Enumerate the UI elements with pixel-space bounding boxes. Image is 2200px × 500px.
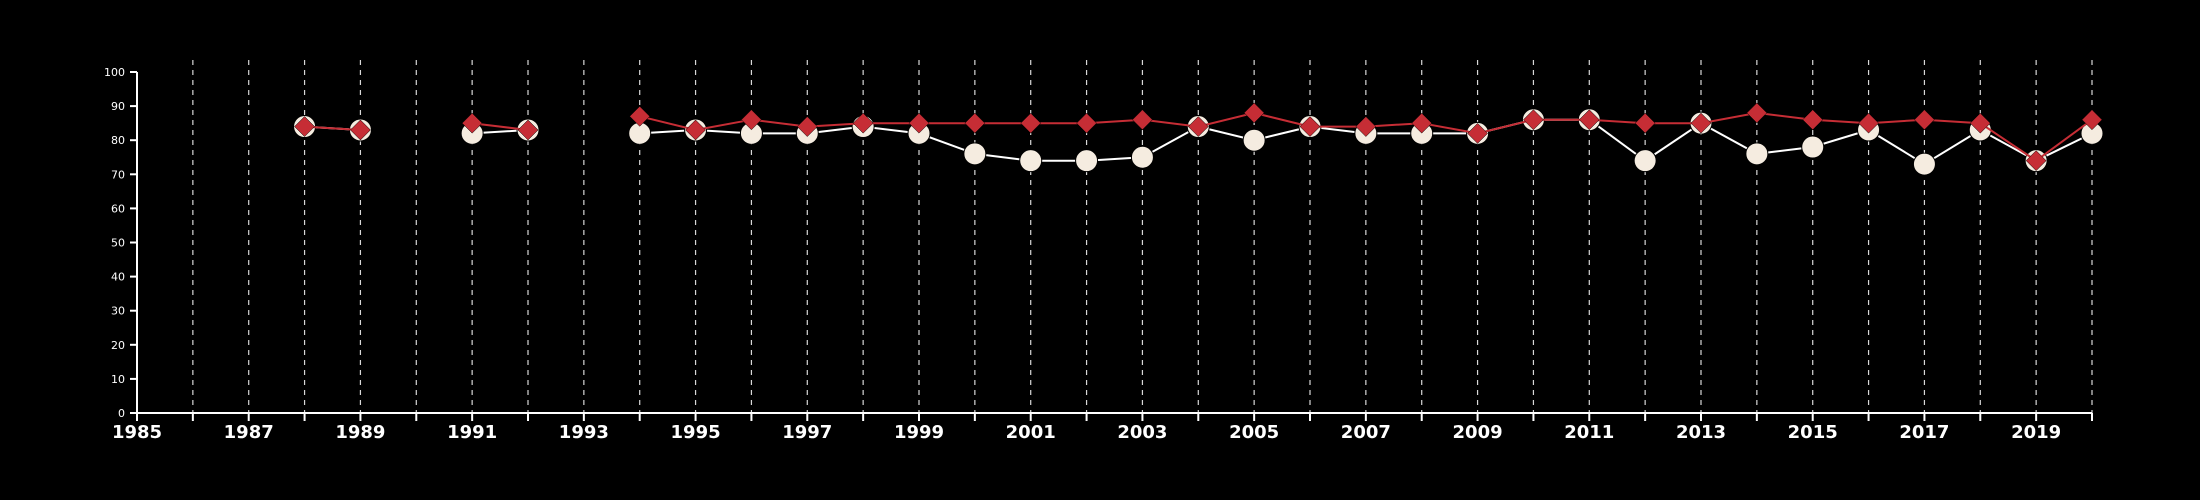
x-tick-label-2001: 2001 [1006,422,1056,443]
y-tick-label-0: 0 [118,407,125,420]
x-tick-label-2019: 2019 [2011,422,2061,443]
series-2-point-2003 [1132,109,1153,131]
series-2-point-2017 [1914,109,1935,131]
x-tick-label-2017: 2017 [1899,422,1949,443]
series-2-point-2012 [1634,112,1656,134]
x-tick-label-2013: 2013 [1676,422,1726,443]
y-tick-label-10: 10 [111,373,125,386]
y-tick-label-50: 50 [111,237,125,250]
series-2-point-1988 [294,116,315,137]
series-1-point-2001 [1019,149,1043,173]
series-2-point-2011 [1578,109,1600,131]
y-tick-label-100: 100 [104,66,125,79]
series-2-point-2004 [1187,116,1209,137]
x-tick-label-2015: 2015 [1788,422,1838,443]
series-1-point-2014 [1745,142,1769,166]
x-tick-label-1991: 1991 [447,422,497,443]
series-2-point-1991 [461,112,483,134]
series-2-point-2020 [2081,109,2103,131]
series-2-point-1996 [741,109,762,131]
series-2 [294,102,2103,172]
x-tick-label-1997: 1997 [782,422,832,443]
x-tick-label-1987: 1987 [224,422,274,443]
series-2-point-2015 [1802,109,1824,131]
y-tick-label-90: 90 [111,100,125,113]
x-tick-label-2011: 2011 [1564,422,1614,443]
series-2-point-1992 [517,119,539,141]
series-2-point-2014 [1746,102,1768,124]
series-2-line-2 [471,122,529,131]
series-2-point-1999 [908,112,930,134]
y-tick-label-70: 70 [111,168,125,181]
series-2-point-2008 [1411,112,1433,134]
x-tick-label-1993: 1993 [559,422,609,443]
series-1-point-2002 [1075,149,1099,173]
series-2-point-2016 [1858,112,1879,134]
series-2-point-2002 [1076,112,1097,134]
vertical-gridlines [192,60,2093,413]
series-2-point-2007 [1355,116,1377,137]
x-tick-label-2009: 2009 [1453,422,1503,443]
series-layer [293,102,2104,176]
y-tick-label-40: 40 [111,271,125,284]
series-2-point-1997 [796,116,818,137]
series-2-point-2009 [1467,123,1488,144]
y-tick-label-60: 60 [111,202,125,215]
series-1-point-2003 [1130,145,1154,169]
x-tick-label-1995: 1995 [671,422,721,443]
x-axis-ticks: 1985 1987 1989 1991 1993 1995 1997 1999 2001 2003… [112,413,2093,443]
series-1-point-2015 [1801,135,1825,159]
series-2-point-2018 [1969,112,1991,134]
x-tick-label-1985: 1985 [112,422,162,443]
series-2-point-2013 [1690,112,1712,134]
series-2-point-1989 [350,119,371,141]
x-tick-label-2005: 2005 [1229,422,1279,443]
series-2-point-2001 [1020,112,1042,134]
series-1-point-2017 [1912,152,1936,176]
y-tick-label-20: 20 [111,339,125,352]
series-2-point-2019 [2025,150,2047,172]
x-tick-label-2003: 2003 [1117,422,1167,443]
series-2-point-1994 [629,105,651,127]
series-1-point-2000 [963,142,987,166]
series-2-point-2010 [1523,109,1544,131]
x-tick-label-1999: 1999 [894,422,944,443]
y-tick-label-30: 30 [111,305,125,318]
axes [136,72,2092,414]
series-1-point-2005 [1242,128,1266,152]
y-axis-ticks: 0 10 20 30 40 50 60 70 80 90 100 [104,66,137,420]
series-1-point-2012 [1633,149,1657,173]
series-2-point-2006 [1299,116,1321,137]
x-tick-label-1989: 1989 [335,422,385,443]
series-2-point-1995 [685,119,706,141]
series-2-point-1998 [852,112,874,134]
x-tick-label-2007: 2007 [1341,422,1391,443]
series-2-point-2005 [1243,102,1265,124]
y-tick-label-80: 80 [111,134,125,147]
series-2-point-2000 [964,112,986,134]
